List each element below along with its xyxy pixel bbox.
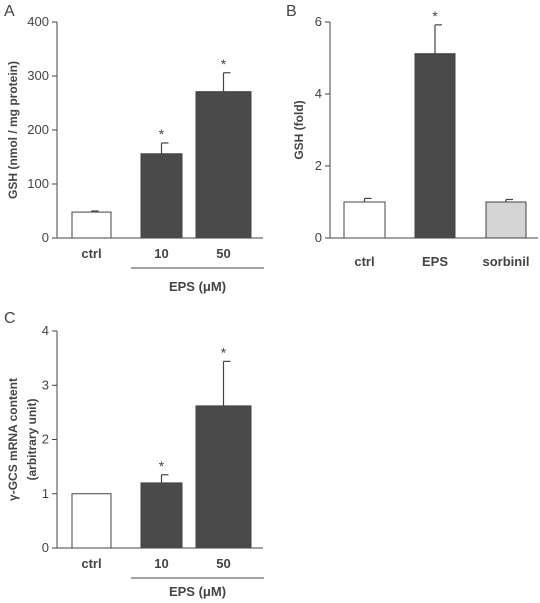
significance-mark: * (221, 56, 227, 72)
x-tick-label: 50 (216, 246, 230, 261)
bar-10 (140, 482, 183, 549)
y-tick-label: 3 (42, 377, 49, 392)
significance-mark: * (159, 458, 165, 474)
x-tick-label: ctrl (354, 254, 374, 269)
bar-ctrl (343, 201, 386, 239)
y-tick-label: 1 (42, 486, 49, 501)
y-tick-label: 2 (42, 432, 49, 447)
x-tick-label: EPS (422, 254, 448, 269)
panel-b: B 0 2 4 6 GSH (fold) ctrl * EPS sorbinil (286, 3, 538, 269)
panel-letter: B (286, 3, 297, 20)
y-tick-label: 100 (27, 176, 49, 191)
panel-a: A 0 100 200 300 400 GSH (nmol / mg protein) ctr… (4, 3, 264, 294)
panel-c: C 0 1 2 3 4 γ-GCS mRNA content (arbitrary unit)… (4, 310, 264, 599)
y-axis-label-secondary: (arbitrary unit) (25, 398, 39, 480)
y-tick-label: 4 (315, 86, 322, 101)
significance-mark: * (221, 344, 227, 360)
bar-EPS (414, 53, 456, 239)
y-tick-label: 200 (27, 122, 49, 137)
x-tick-label: sorbinil (483, 254, 530, 269)
y-tick-label: 0 (42, 230, 49, 245)
y-tick-label: 300 (27, 68, 49, 83)
x-tick-label: 50 (216, 556, 230, 571)
bar-10 (140, 153, 183, 239)
x-tick-label: ctrl (81, 556, 101, 571)
y-axis-label: GSH (fold) (292, 100, 306, 159)
bar-50 (195, 91, 252, 239)
y-tick-label: 4 (42, 323, 49, 338)
y-axis-label: γ-GCS mRNA content (6, 378, 20, 501)
x-tick-label: 10 (154, 556, 168, 571)
panel-letter: C (4, 310, 16, 327)
y-tick-label: 2 (315, 158, 322, 173)
y-tick-label: 0 (315, 230, 322, 245)
bar-sorbinil (485, 201, 527, 239)
bar-ctrl (71, 211, 112, 239)
significance-mark: * (159, 126, 165, 142)
y-tick-label: 0 (42, 540, 49, 555)
group-label: EPS (μM) (169, 584, 226, 599)
x-tick-label: 10 (154, 246, 168, 261)
y-tick-label: 400 (27, 14, 49, 29)
bar-ctrl (71, 493, 112, 549)
significance-mark: * (432, 8, 438, 24)
x-tick-label: ctrl (81, 246, 101, 261)
y-tick-label: 6 (315, 14, 322, 29)
panel-letter: A (4, 3, 15, 20)
group-label: EPS (μM) (169, 279, 226, 294)
y-axis-label: GSH (nmol / mg protein) (6, 61, 20, 199)
bar-50 (195, 405, 252, 549)
